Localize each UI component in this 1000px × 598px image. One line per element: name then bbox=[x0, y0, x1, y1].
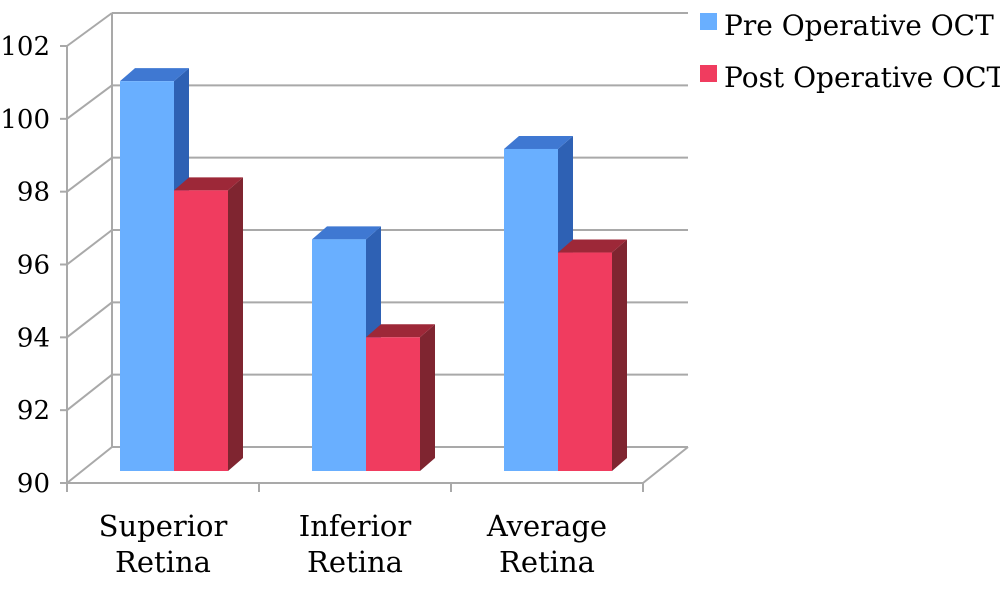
legend-swatch bbox=[700, 13, 717, 30]
bar-top bbox=[120, 68, 189, 82]
x-tick-label-line: Inferior bbox=[299, 509, 412, 543]
y-tick-label: 96 bbox=[17, 251, 50, 281]
legend-label: Post Operative OCT bbox=[724, 61, 1000, 94]
bar-top bbox=[558, 239, 627, 253]
bar-top bbox=[504, 135, 573, 149]
x-tick-label-line: Retina bbox=[499, 545, 595, 579]
gridline-diagonal bbox=[66, 156, 113, 193]
gridline-diagonal bbox=[66, 84, 113, 120]
x-tick-label-line: Superior bbox=[99, 509, 228, 543]
bar bbox=[504, 148, 558, 471]
legend-label: Pre Operative OCT bbox=[724, 9, 994, 42]
gridline-diagonal bbox=[66, 229, 113, 266]
bar-top bbox=[312, 226, 381, 240]
y-tick-label: 102 bbox=[0, 32, 50, 62]
x-tick-label: Average Retina bbox=[486, 509, 607, 579]
bar-side bbox=[420, 324, 435, 471]
bar-top bbox=[366, 324, 435, 338]
y-tick-label: 90 bbox=[17, 469, 50, 499]
bar bbox=[174, 190, 228, 471]
y-tick-label: 94 bbox=[17, 323, 50, 353]
bar-side bbox=[228, 177, 243, 471]
bar bbox=[120, 81, 174, 472]
legend-layer: Pre Operative OCT Post Operative OCT bbox=[700, 9, 1000, 94]
y-tick-label: 100 bbox=[0, 105, 50, 135]
y-tick-label: 92 bbox=[17, 396, 50, 426]
x-tick-label-line: Average bbox=[486, 509, 607, 543]
gridline-diagonal bbox=[66, 12, 113, 47]
bar-top bbox=[174, 177, 243, 191]
bar-side bbox=[612, 239, 627, 471]
y-tick-label: 98 bbox=[17, 178, 50, 208]
floor-right-edge bbox=[642, 446, 689, 484]
gridline-diagonal bbox=[66, 373, 113, 411]
bar bbox=[558, 252, 612, 471]
x-tick-label-line: Retina bbox=[307, 545, 403, 579]
x-tick-label-line: Retina bbox=[115, 545, 211, 579]
legend-swatch bbox=[700, 65, 717, 82]
bar-layer bbox=[120, 68, 627, 472]
bar bbox=[312, 239, 366, 471]
axis-layer bbox=[60, 45, 644, 492]
x-tick-label: Inferior Retina bbox=[299, 509, 412, 579]
floor-left-edge bbox=[66, 446, 113, 484]
bar bbox=[366, 337, 420, 471]
x-tick-label: Superior Retina bbox=[99, 509, 228, 579]
gridline-diagonal bbox=[66, 301, 113, 339]
